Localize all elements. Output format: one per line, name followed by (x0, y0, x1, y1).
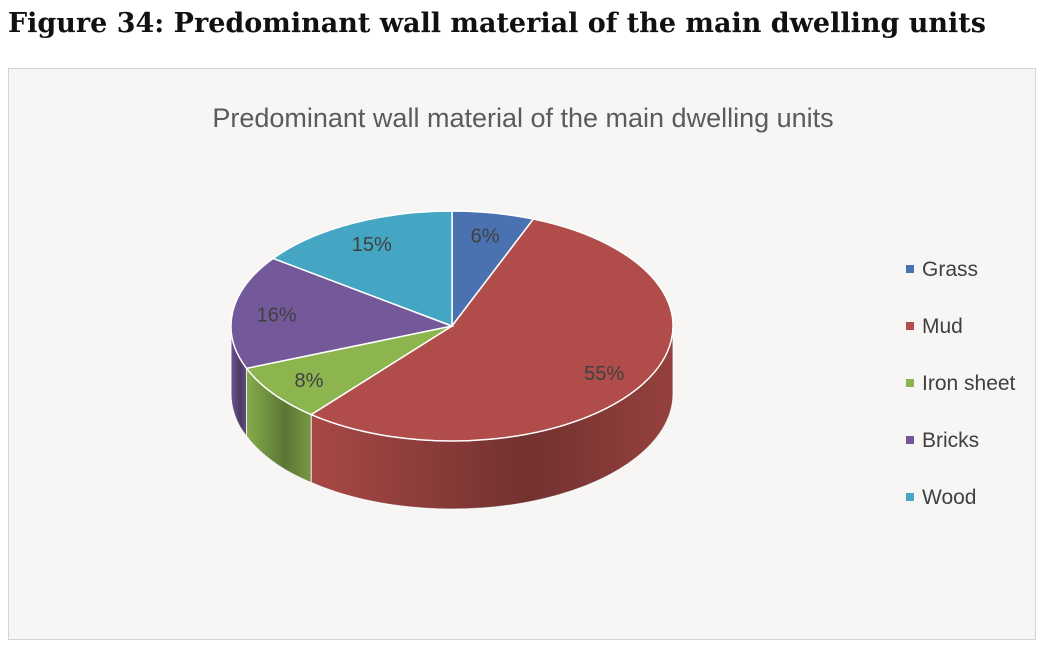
data-label-iron-sheet: 8% (295, 370, 324, 392)
legend-swatch (906, 436, 914, 444)
data-label-mud: 55% (584, 363, 624, 385)
pie-slice-iron-sheet (245, 325, 453, 416)
data-label-grass: 6% (471, 226, 500, 248)
legend-label: Grass (922, 258, 978, 281)
chart-title: Predominant wall material of the main dw… (212, 103, 833, 133)
data-label-bricks: 16% (257, 304, 297, 326)
data-label-wood: 15% (352, 234, 392, 256)
legend-item-wood: Wood (906, 486, 976, 509)
legend: Grass Mud Iron sheet Bricks Wood (906, 258, 1016, 509)
legend-label: Mud (922, 315, 963, 338)
pie-data-labels: 6% 55% 8% 16% 15% (257, 226, 625, 392)
legend-item-bricks: Bricks (906, 429, 979, 452)
legend-swatch (906, 322, 914, 330)
legend-swatch (906, 493, 914, 501)
legend-swatch (906, 379, 914, 387)
legend-swatch (906, 265, 914, 273)
legend-label: Bricks (922, 429, 979, 452)
legend-label: Wood (922, 486, 976, 509)
legend-label: Iron sheet (922, 372, 1016, 395)
pie-sides (230, 325, 674, 510)
legend-item-iron-sheet: Iron sheet (906, 372, 1016, 395)
figure-caption: Figure 34: Predominant wall material of … (8, 8, 986, 39)
pie-slice-mud (309, 218, 674, 442)
pie-slice-bricks (230, 257, 455, 370)
pie-slice-wood (271, 210, 453, 328)
chart-area: Predominant wall material of the main dw… (8, 68, 1036, 640)
pie-chart: Predominant wall material of the main dw… (212, 103, 1016, 510)
legend-item-mud: Mud (906, 315, 963, 338)
legend-item-grass: Grass (906, 258, 978, 281)
pie-slices (230, 210, 674, 442)
